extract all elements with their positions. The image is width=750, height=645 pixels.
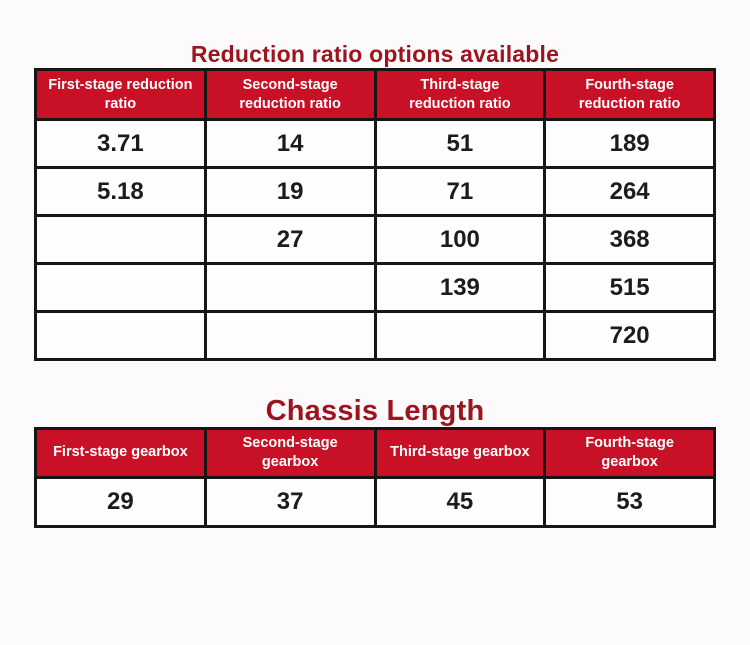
chassis-length-table-body: 29 37 45 53: [34, 475, 716, 528]
data-cell: 264: [543, 166, 716, 217]
header-cell-third-stage-reduction: Third-stage reduction ratio: [373, 68, 547, 121]
data-cell-empty: [34, 214, 207, 265]
data-cell-empty: [373, 310, 547, 361]
reduction-ratio-table-head: First-stage reduction ratio Second-stage…: [34, 68, 716, 121]
data-cell: 720: [543, 310, 716, 361]
reduction-ratio-table-body: 3.71 14 51 189 5.18 19 71 264 27 100 368…: [34, 118, 716, 361]
data-cell: 71: [373, 166, 547, 217]
chassis-length-table: First-stage gearbox Second-stage gearbox…: [34, 427, 716, 528]
header-cell-third-stage-gearbox: Third-stage gearbox: [373, 427, 547, 479]
data-cell: 14: [203, 118, 377, 169]
header-cell-second-stage-gearbox: Second-stage gearbox: [203, 427, 377, 479]
table-row: 720: [34, 310, 716, 361]
chassis-length-title: Chassis Length: [265, 395, 485, 427]
data-cell: 5.18: [34, 166, 207, 217]
data-cell: 189: [543, 118, 716, 169]
data-cell: 27: [203, 214, 377, 265]
chassis-length-table-head: First-stage gearbox Second-stage gearbox…: [34, 427, 716, 479]
header-row: First-stage reduction ratio Second-stage…: [34, 68, 716, 121]
data-cell: 3.71: [34, 118, 207, 169]
header-cell-first-stage-reduction: First-stage reduction ratio: [34, 68, 207, 121]
reduction-ratio-title: Reduction ratio options available: [190, 41, 560, 67]
header-cell-first-stage-gearbox: First-stage gearbox: [34, 427, 207, 479]
data-cell-empty: [34, 262, 207, 313]
header-cell-second-stage-reduction: Second-stage reduction ratio: [203, 68, 377, 121]
table-row: 27 100 368: [34, 214, 716, 265]
data-cell: 515: [543, 262, 716, 313]
data-cell: 29: [34, 475, 207, 528]
data-cell: 368: [543, 214, 716, 265]
header-row: First-stage gearbox Second-stage gearbox…: [34, 427, 716, 479]
table-row: 3.71 14 51 189: [34, 118, 716, 169]
header-cell-fourth-stage-reduction: Fourth-stage reduction ratio: [543, 68, 716, 121]
data-cell: 45: [373, 475, 547, 528]
data-cell-empty: [34, 310, 207, 361]
data-cell: 37: [203, 475, 377, 528]
table-row: 5.18 19 71 264: [34, 166, 716, 217]
table-row: 139 515: [34, 262, 716, 313]
data-cell: 139: [373, 262, 547, 313]
data-cell: 51: [373, 118, 547, 169]
table-row: 29 37 45 53: [34, 475, 716, 528]
data-cell-empty: [203, 310, 377, 361]
reduction-ratio-table: First-stage reduction ratio Second-stage…: [34, 68, 716, 361]
data-cell: 53: [543, 475, 716, 528]
data-cell: 19: [203, 166, 377, 217]
data-cell-empty: [203, 262, 377, 313]
data-cell: 100: [373, 214, 547, 265]
header-cell-fourth-stage-gearbox: Fourth-stage gearbox: [543, 427, 716, 479]
